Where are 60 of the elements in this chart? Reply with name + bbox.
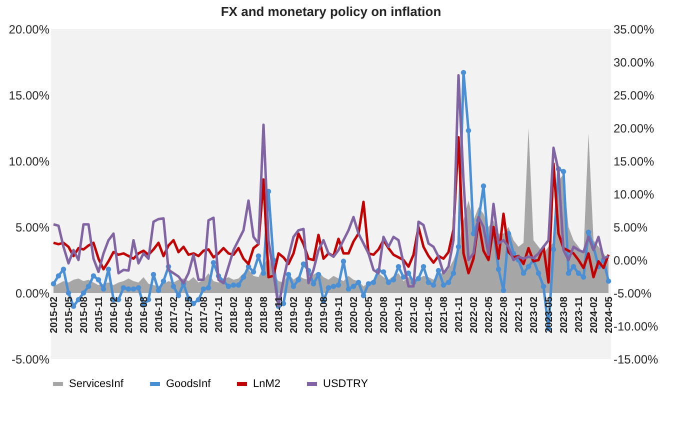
y-tick-label: 5.00%: [15, 220, 50, 234]
x-tick-label: 2019-11: [334, 296, 345, 333]
y2-tick-label: 10.00%: [614, 188, 655, 202]
x-tick-label: 2021-08: [439, 296, 450, 334]
x-tick-label: 2018-08: [259, 296, 270, 334]
x-tick-label: 2018-11: [274, 296, 285, 333]
x-tick-label: 2023-05: [544, 296, 555, 334]
y2-tick-label: 15.00%: [614, 154, 655, 168]
y2-tick-label: -10.00%: [614, 320, 659, 334]
x-tick-label: 2017-05: [184, 296, 195, 334]
x-tick-label: 2016-08: [139, 296, 150, 334]
x-tick-label: 2022-05: [484, 296, 495, 334]
x-tick-label: 2020-02: [349, 296, 360, 334]
x-tick-label: 2020-05: [364, 296, 375, 334]
x-tick-label: 2015-11: [94, 296, 105, 333]
x-tick-label: 2024-02: [589, 296, 600, 334]
y2-tick-label: 0.00%: [614, 254, 648, 268]
y2-tick-label: -5.00%: [614, 286, 652, 300]
x-tick-label: 2021-05: [424, 296, 435, 334]
legend-label: GoodsInf: [166, 378, 212, 390]
y-tick-label: 15.00%: [8, 88, 50, 102]
x-tick-label: 2017-11: [214, 296, 225, 333]
legend-label: USDTRY: [323, 378, 369, 390]
y-tick-label: 0.00%: [15, 286, 50, 300]
x-tick-label: 2020-08: [379, 296, 390, 334]
x-tick-label: 2019-08: [319, 296, 330, 334]
x-tick-label: 2016-05: [124, 296, 135, 334]
x-tick-label: 2020-11: [394, 296, 405, 333]
x-tick-label: 2015-05: [64, 296, 75, 334]
x-tick-label: 2023-02: [529, 296, 540, 334]
x-tick-label: 2015-02: [49, 296, 60, 334]
x-tick-label: 2018-02: [229, 296, 240, 334]
legend-label: LnM2: [253, 378, 281, 390]
y2-tick-label: 25.00%: [614, 88, 655, 102]
x-tick-label: 2022-08: [499, 296, 510, 334]
x-tick-label: 2023-08: [559, 296, 570, 334]
x-tick-label: 2023-11: [574, 296, 585, 333]
chart-title: FX and monetary policy on inflation: [220, 4, 442, 19]
x-tick-label: 2024-05: [604, 296, 615, 334]
x-tick-label: 2018-05: [244, 296, 255, 334]
x-tick-label: 2019-05: [304, 296, 315, 334]
x-tick-label: 2022-02: [469, 296, 480, 334]
y2-tick-label: 35.00%: [614, 22, 655, 36]
x-tick-label: 2017-08: [199, 296, 210, 334]
y2-tick-label: -15.00%: [614, 352, 659, 366]
y2-tick-label: 30.00%: [614, 56, 655, 70]
y-tick-label: -5.00%: [11, 352, 50, 366]
x-tick-label: 2016-11: [154, 296, 165, 333]
x-tick-label: 2019-02: [289, 296, 300, 334]
x-tick-label: 2022-11: [514, 296, 525, 333]
y-tick-label: 20.00%: [8, 22, 50, 36]
x-tick-label: 2015-08: [79, 296, 90, 334]
x-tick-label: 2021-11: [454, 296, 465, 333]
y-tick-label: 10.00%: [8, 154, 50, 168]
y2-tick-label: 20.00%: [614, 122, 655, 136]
x-tick-label: 2016-02: [109, 296, 120, 334]
y2-tick-label: 5.00%: [614, 220, 648, 234]
legend-label: ServicesInf: [69, 378, 124, 390]
x-tick-label: 2021-02: [409, 296, 420, 334]
x-tick-label: 2017-02: [169, 296, 180, 334]
